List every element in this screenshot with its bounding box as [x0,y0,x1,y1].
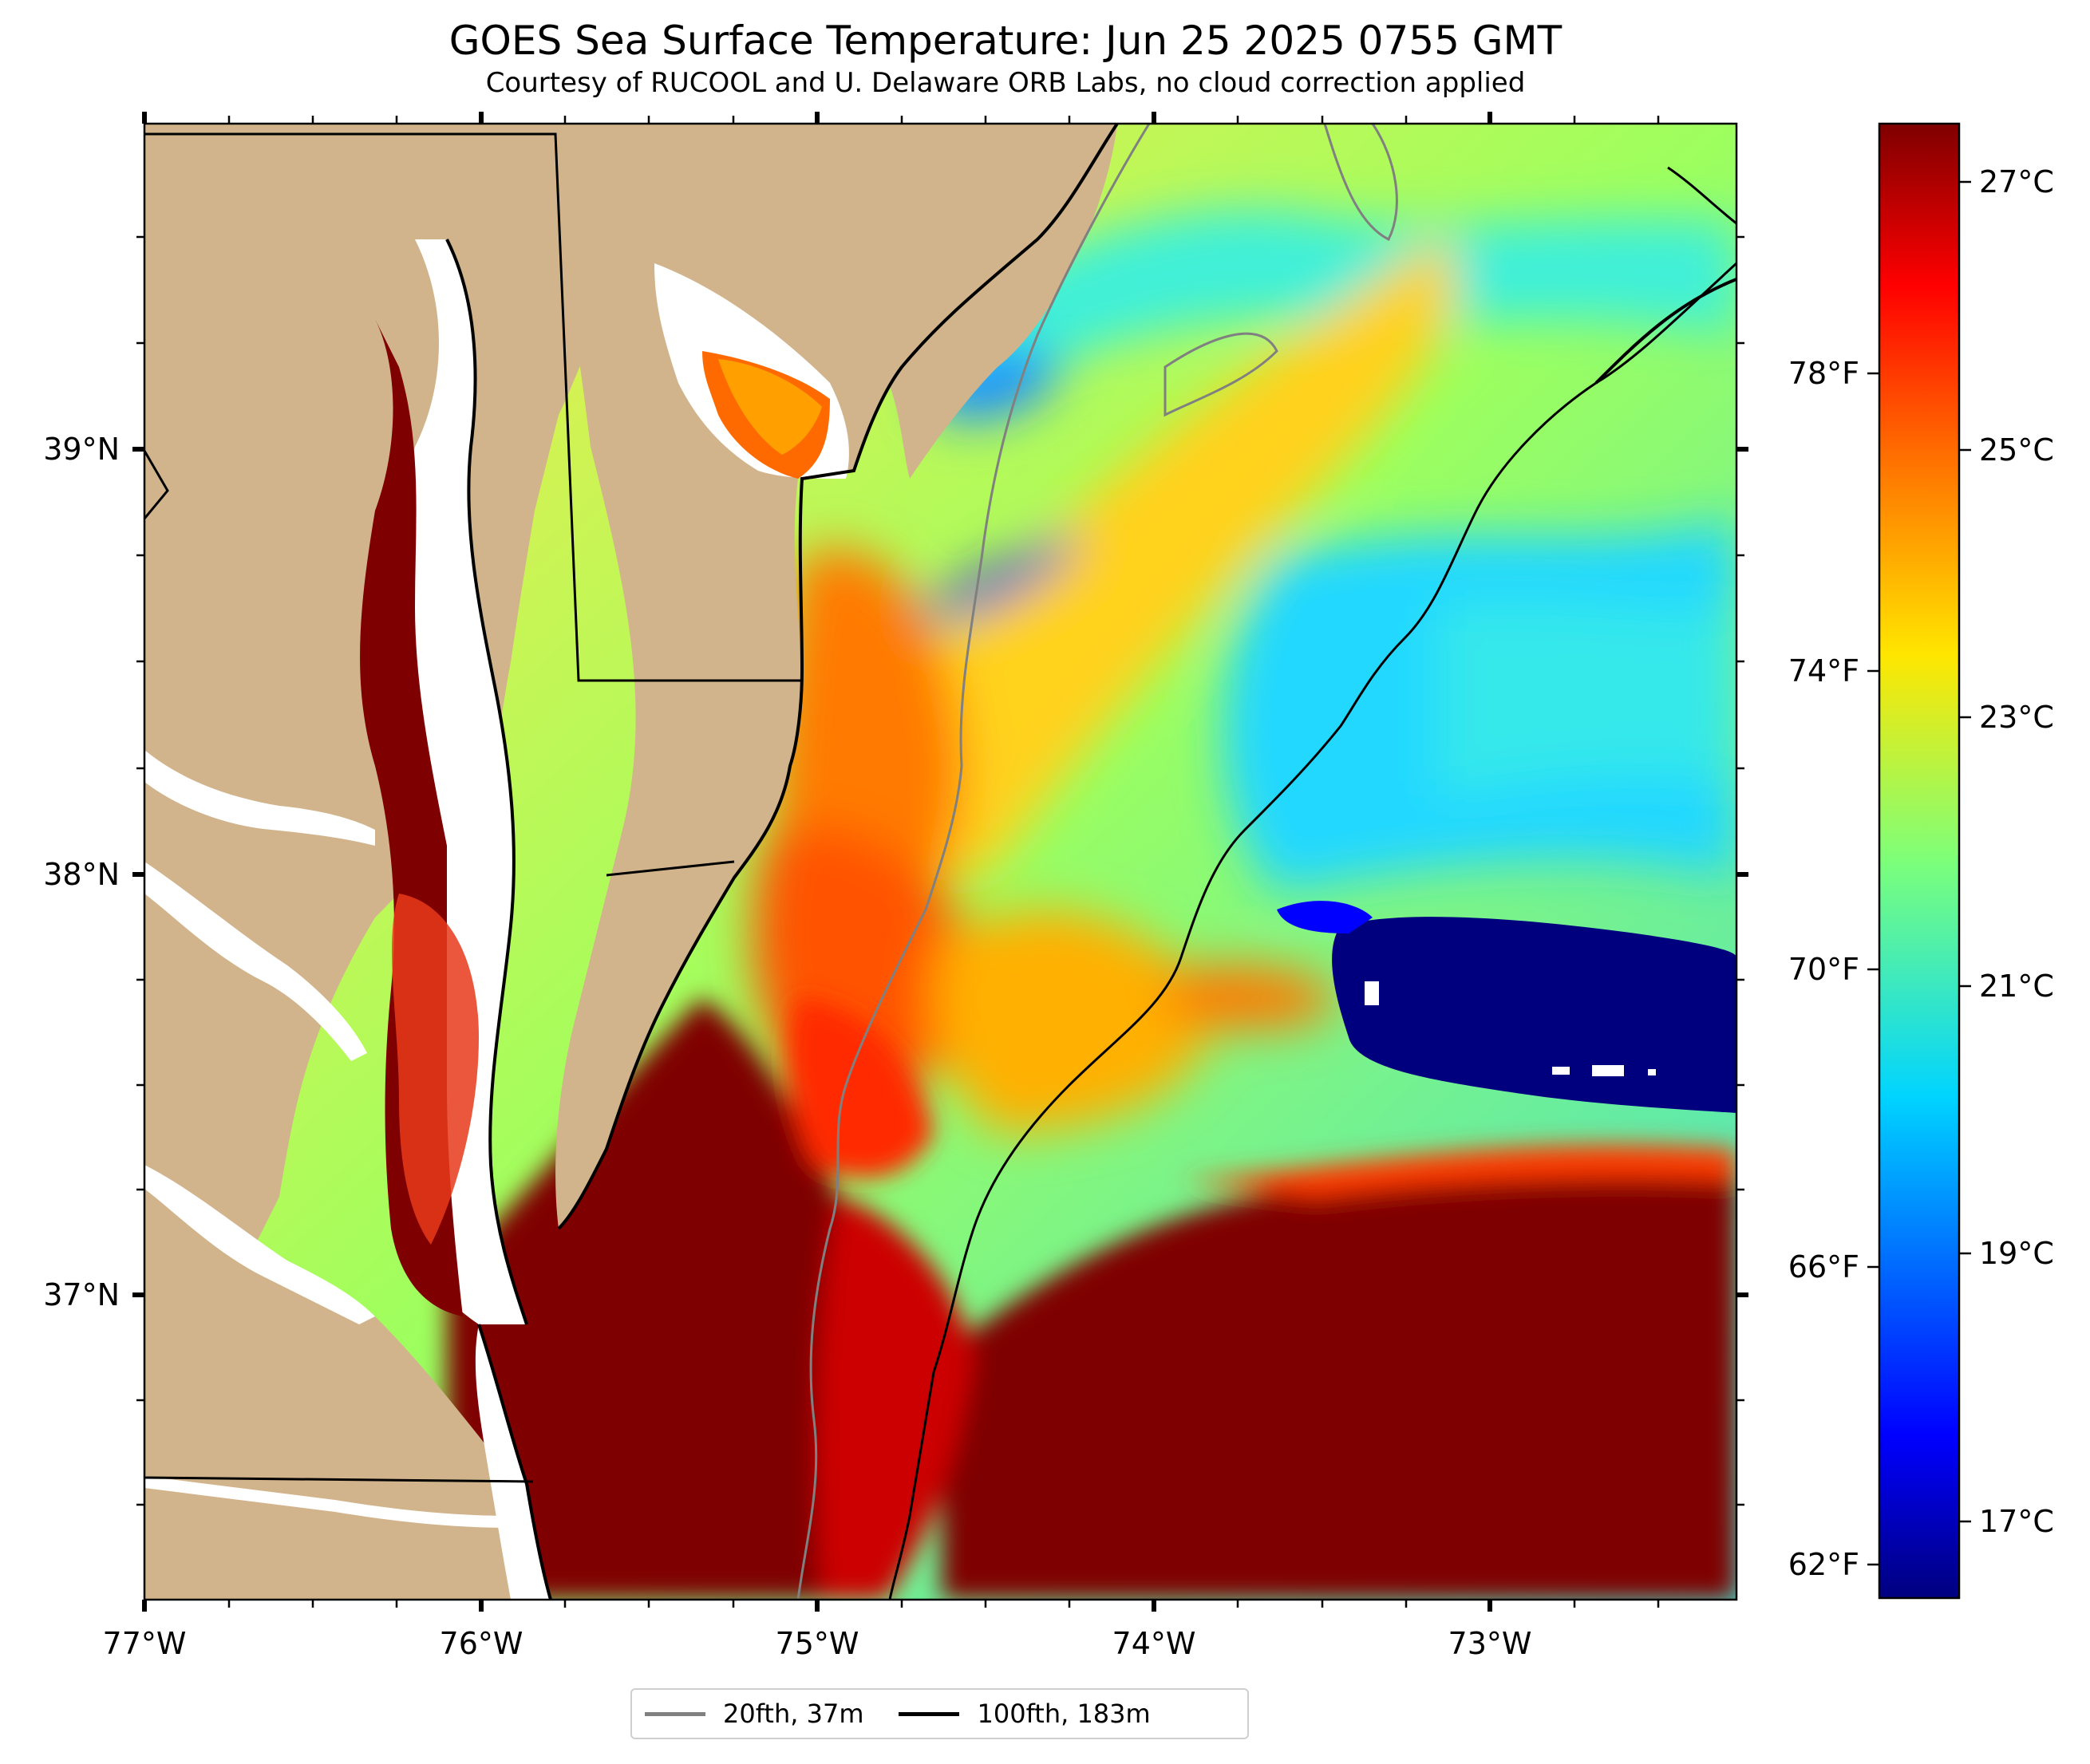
legend-label-100fth: 100fth, 183m [977,1699,1151,1729]
map-area [144,124,1736,1600]
legend-swatch-gray-line [645,1711,705,1716]
colorbar-celsius-ticks [1959,180,1971,1523]
lat-label-38n: 38°N [43,857,120,892]
map-subtitle: Courtesy of RUCOOL and U. Delaware ORB L… [485,67,1526,99]
isobath-20fth [796,124,1151,1600]
cbar-f-70: 70°F [1788,952,1859,987]
lon-minor-ticks [227,116,1660,1608]
map-title: GOES Sea Surface Temperature: Jun 25 202… [448,18,1563,64]
legend-item-100fth: 100fth, 183m [899,1699,1151,1729]
colorbar-fahrenheit-labels: 78°F 74°F 70°F 66°F 62°F [1788,356,1859,1582]
cold-eddy [1277,901,1736,1113]
cbar-c-27: 27°C [1979,164,2054,199]
isobath-legend: 20fth, 37m 100fth, 183m [630,1688,1249,1739]
coastlines [445,124,1736,1600]
cbar-f-62: 62°F [1788,1547,1859,1582]
cbar-c-21: 21°C [1979,969,2054,1004]
cbar-c-19: 19°C [1979,1236,2054,1271]
lat-label-37n: 37°N [43,1277,120,1312]
state-borders [144,132,802,1483]
cbar-f-66: 66°F [1788,1249,1859,1285]
lon-label-75w: 75°W [776,1626,859,1661]
lat-minor-ticks [136,235,1744,1506]
cbar-f-78: 78°F [1788,356,1859,391]
lon-label-73w: 73°W [1448,1626,1532,1661]
lat-tick-marks [132,447,1748,1297]
lon-label-76w: 76°W [440,1626,523,1661]
map-frame [143,122,1738,1601]
lon-label-74w: 74°W [1112,1626,1196,1661]
land [144,124,1117,1600]
cbar-f-74: 74°F [1788,653,1859,689]
lon-tick-marks [142,112,1492,1612]
legend-swatch-black-line [899,1711,960,1716]
lat-tick-labels: 39°N 38°N 37°N [43,432,120,1312]
gulf-stream-water [447,997,1736,1600]
legend-label-20fth: 20fth, 37m [723,1699,864,1729]
lon-label-77w: 77°W [103,1626,187,1661]
sst-field [752,209,1736,1133]
colorbar-fahrenheit-ticks [1867,372,1879,1566]
isobath-100fth [888,262,1736,1600]
lat-label-39n: 39°N [43,432,120,467]
lon-tick-labels: 77°W 76°W 75°W 74°W 73°W [103,1626,1532,1661]
colorbar [1878,122,1961,1600]
legend-item-20fth: 20fth, 37m [645,1699,863,1729]
cbar-c-25: 25°C [1979,432,2054,468]
cbar-c-23: 23°C [1979,700,2054,735]
cbar-c-17: 17°C [1979,1504,2054,1539]
colorbar-celsius-labels: 27°C 25°C 23°C 21°C 19°C 17°C [1979,164,2054,1539]
